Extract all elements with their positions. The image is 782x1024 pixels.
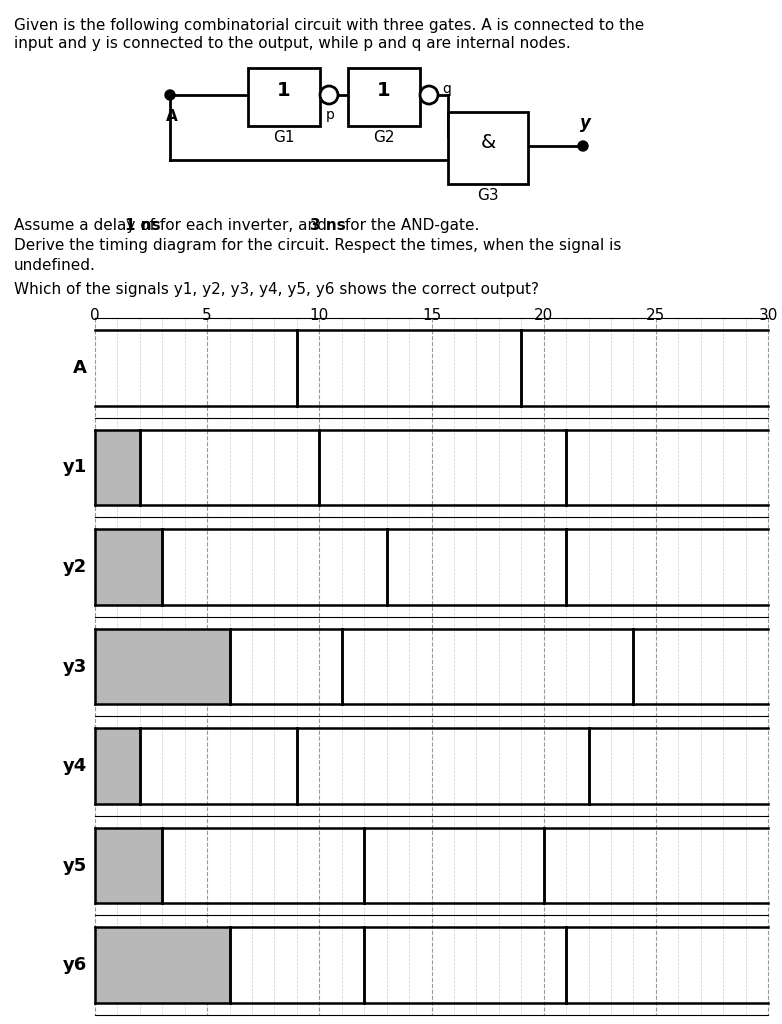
Bar — [95, 728, 140, 804]
Text: y: y — [579, 114, 590, 132]
Bar — [348, 68, 420, 126]
Circle shape — [165, 90, 175, 100]
Text: 5: 5 — [203, 308, 212, 323]
Bar — [95, 928, 230, 1004]
Text: Assume a delay of: Assume a delay of — [14, 218, 160, 233]
Bar — [95, 827, 163, 903]
Text: 1: 1 — [277, 82, 291, 100]
Text: y3: y3 — [63, 657, 87, 676]
Bar — [95, 429, 140, 505]
Text: &: & — [480, 132, 496, 152]
Text: Which of the signals y1, y2, y3, y4, y5, y6 shows the correct output?: Which of the signals y1, y2, y3, y4, y5,… — [14, 282, 539, 297]
Text: 0: 0 — [90, 308, 100, 323]
Text: A: A — [74, 358, 87, 377]
Text: 1: 1 — [377, 82, 391, 100]
Text: Derive the timing diagram for the circuit. Respect the times, when the signal is: Derive the timing diagram for the circui… — [14, 238, 622, 253]
Text: 20: 20 — [534, 308, 554, 323]
Text: A: A — [166, 109, 178, 124]
Text: p: p — [325, 108, 335, 122]
Text: Given is the following combinatorial circuit with three gates. A is connected to: Given is the following combinatorial cir… — [14, 18, 644, 33]
Text: y2: y2 — [63, 558, 87, 575]
Text: 1 ns: 1 ns — [125, 218, 160, 233]
Text: G2: G2 — [373, 130, 395, 145]
Circle shape — [420, 86, 438, 104]
Circle shape — [320, 86, 338, 104]
Circle shape — [578, 141, 588, 151]
Text: 30: 30 — [759, 308, 777, 323]
Text: y5: y5 — [63, 857, 87, 874]
Bar — [448, 112, 528, 184]
Text: 3 ns: 3 ns — [310, 218, 346, 233]
Text: 25: 25 — [646, 308, 665, 323]
Text: for each inverter, and: for each inverter, and — [155, 218, 332, 233]
Text: q: q — [442, 82, 451, 96]
Text: undefined.: undefined. — [14, 258, 96, 273]
Text: y6: y6 — [63, 956, 87, 974]
Text: 10: 10 — [310, 308, 329, 323]
Text: for the AND-gate.: for the AND-gate. — [340, 218, 479, 233]
Bar — [95, 529, 163, 605]
Bar — [248, 68, 320, 126]
Text: y4: y4 — [63, 757, 87, 775]
Text: G1: G1 — [273, 130, 295, 145]
Bar — [95, 629, 230, 705]
Text: G3: G3 — [477, 188, 499, 203]
Text: 15: 15 — [421, 308, 441, 323]
Text: y1: y1 — [63, 459, 87, 476]
Text: input and y is connected to the output, while p and q are internal nodes.: input and y is connected to the output, … — [14, 36, 571, 51]
